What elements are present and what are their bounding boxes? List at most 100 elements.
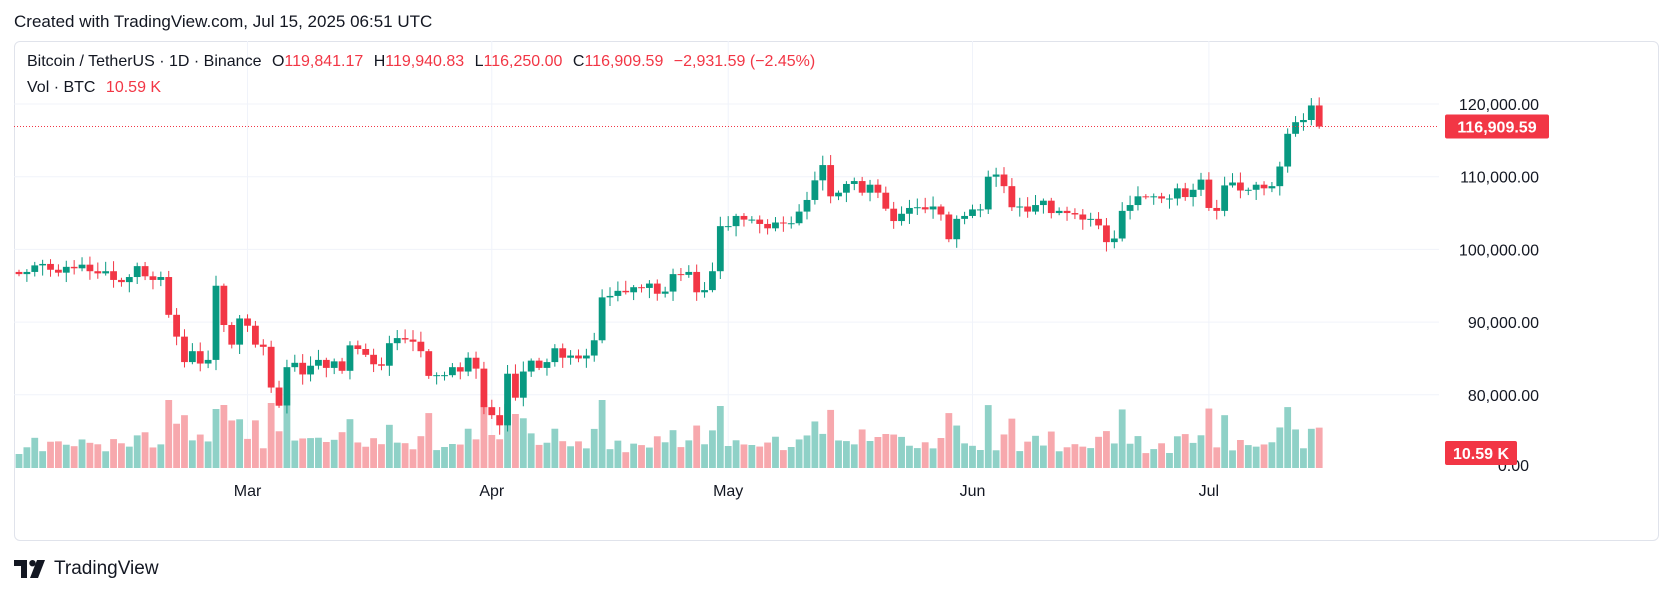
candle-body (827, 165, 835, 197)
volume-bar (157, 444, 165, 468)
candle-body (976, 209, 984, 211)
volume-bar (701, 444, 708, 468)
volume-legend: Vol · BTC 10.59 K (27, 79, 161, 97)
candle-body (835, 192, 842, 197)
volume-bar (906, 445, 913, 468)
volume-bar (1134, 436, 1142, 468)
volume-bar (764, 442, 771, 468)
candle-body (338, 361, 346, 371)
volume-bar (614, 440, 622, 468)
volume-bar (1229, 450, 1236, 468)
volume-bar (252, 420, 259, 468)
tradingview-brand[interactable]: TradingView (14, 558, 159, 580)
candle-body (188, 351, 196, 363)
candle-body (236, 318, 244, 345)
candle-body (1237, 182, 1244, 191)
candle-body (472, 357, 480, 369)
candle-body (196, 351, 204, 364)
volume-bar (102, 451, 110, 468)
candle-body (378, 364, 385, 366)
volume-label[interactable]: Vol · BTC (27, 79, 96, 96)
ohlc-legend: Bitcoin / TetherUS · 1D · Binance O119,8… (27, 53, 815, 71)
candle-body (535, 360, 543, 368)
candle-body (1173, 188, 1181, 199)
candle-body (1189, 189, 1197, 198)
candle-body (1276, 166, 1284, 187)
volume-bar (291, 440, 299, 468)
volume-bar (39, 451, 47, 468)
volume-bar (118, 443, 125, 468)
volume-bar (527, 433, 535, 468)
candle-body (275, 387, 283, 406)
candle-body (55, 269, 62, 273)
candle-body (748, 219, 756, 221)
last-price-label: 116,909.59 (1457, 120, 1536, 137)
candle-body (1055, 210, 1063, 214)
last-volume-label: 10.59 K (1453, 446, 1509, 463)
volume-bar (425, 413, 433, 468)
volume-bar (330, 439, 338, 468)
candle-body (1000, 174, 1008, 187)
volume-bar (47, 441, 54, 468)
volume-bar (1000, 434, 1008, 468)
volume-bar (890, 434, 898, 468)
volume-bar (1268, 442, 1276, 468)
volume-bar (984, 405, 992, 468)
candle-body (1071, 213, 1079, 215)
candle-body (590, 340, 598, 356)
candle-body (299, 362, 307, 375)
candle-body (772, 222, 779, 229)
candle-body (267, 346, 275, 388)
low-value: 116,250.00 (483, 53, 563, 70)
candle-body (913, 207, 921, 209)
volume-bar (362, 446, 370, 468)
volume-bar (1071, 444, 1079, 468)
volume-bar (110, 439, 117, 468)
candle-body (181, 336, 188, 363)
candle-body (1150, 196, 1158, 198)
volume-bar (86, 442, 94, 468)
candle-body (1016, 206, 1024, 208)
volume-bar (1032, 435, 1039, 468)
low-label: L (474, 53, 484, 70)
candle-body (677, 274, 685, 276)
candle-body (622, 290, 630, 293)
volume-bar (1315, 427, 1323, 468)
candle-body (693, 271, 701, 293)
high-label: H (373, 53, 386, 70)
volume-bar (55, 441, 62, 468)
volume-bar (1040, 445, 1047, 468)
volume-bar (961, 443, 968, 468)
candle-body (102, 271, 110, 274)
volume-bar (393, 442, 401, 468)
candle-body (527, 360, 535, 372)
candle-body (464, 357, 472, 372)
volume-bar (1158, 443, 1165, 468)
volume-bar (937, 438, 945, 468)
candle-body (449, 367, 456, 376)
volume-bar (669, 430, 677, 468)
candle-body (898, 213, 905, 222)
candle-body (779, 222, 787, 224)
volume-bar (1087, 448, 1095, 468)
candle-body (1315, 105, 1323, 127)
candle-body (906, 207, 913, 214)
y-tick-label: 80,000.00 (1468, 388, 1539, 405)
candle-body (86, 264, 94, 272)
candle-body (716, 226, 724, 272)
candle-body (929, 206, 937, 210)
candle-body (984, 176, 992, 210)
volume-bar (149, 447, 157, 468)
symbol-label[interactable]: Bitcoin / TetherUS · 1D · Binance (27, 53, 262, 70)
candle-body (47, 263, 54, 270)
volume-bar (606, 449, 614, 468)
candle-body (567, 355, 574, 358)
candle-body (606, 295, 614, 298)
candle-body (441, 375, 448, 377)
candle-body (764, 223, 771, 229)
candlestick-chart[interactable]: Mar Apr May Jun Jul 120,000.00 110,000.00 100,0… (14, 41, 1659, 541)
volume-bar (141, 432, 149, 468)
volume-bar (559, 441, 567, 468)
candle-body (110, 271, 117, 280)
candle-body (890, 208, 898, 222)
